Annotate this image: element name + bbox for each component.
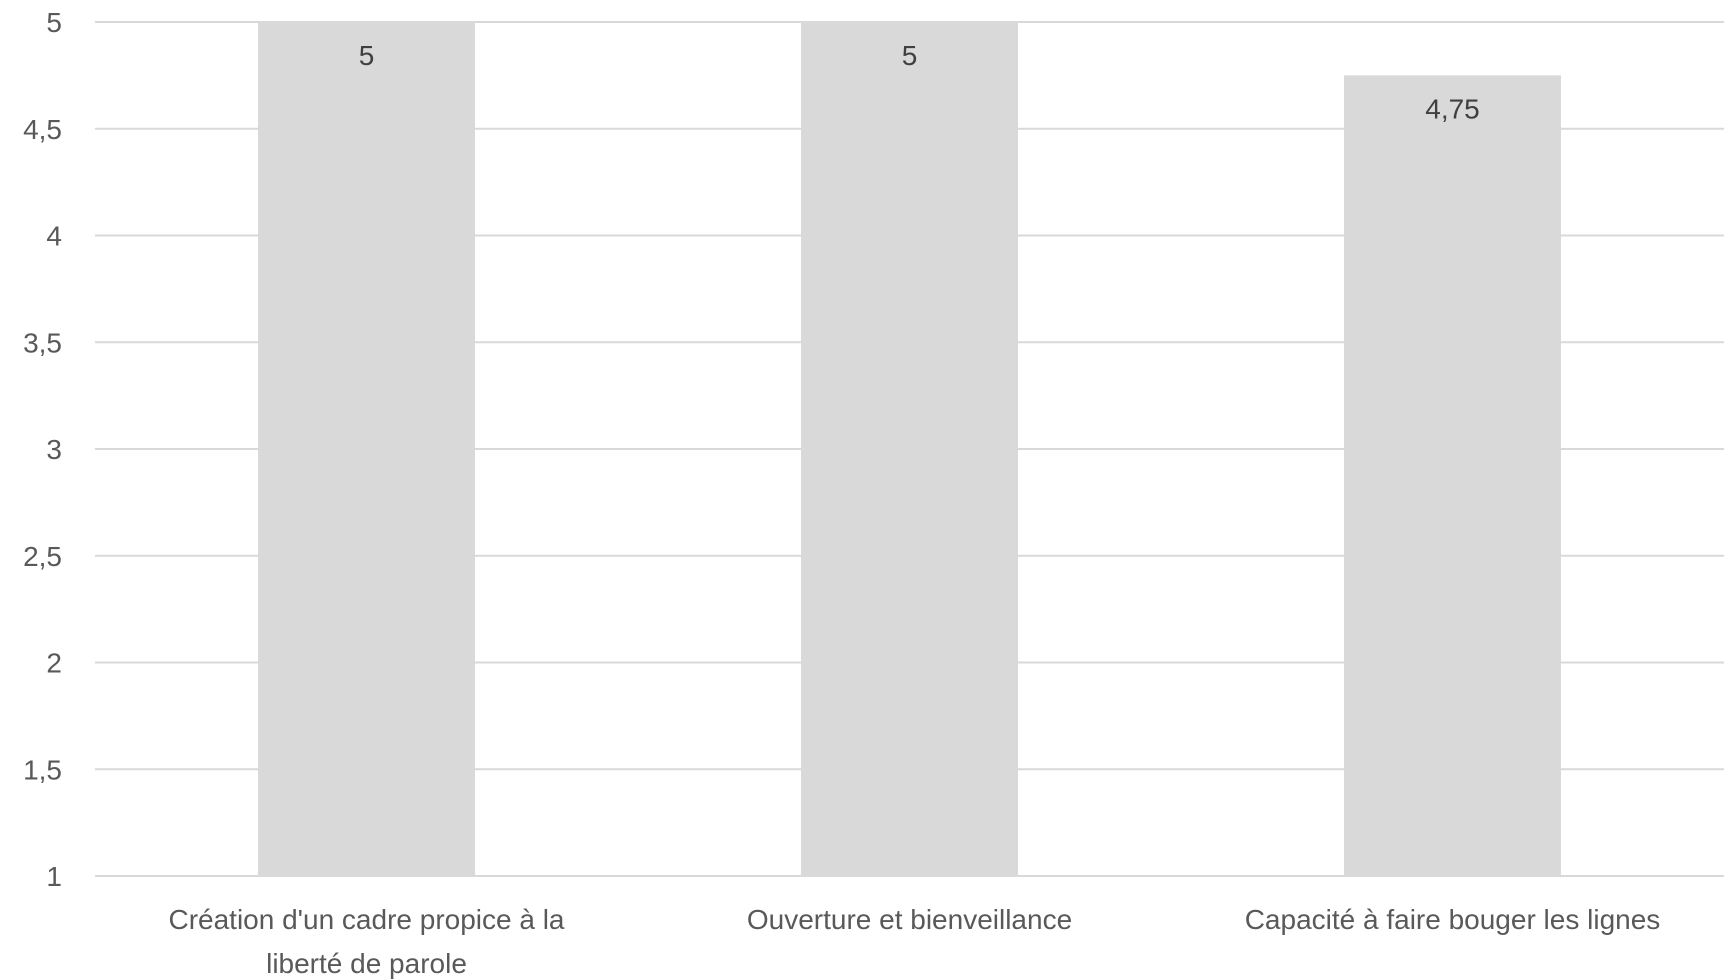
y-tick-label: 3,5: [23, 327, 62, 358]
x-category-label: Création d'un cadre propice à la liberté …: [168, 904, 564, 979]
data-labels: 5 54,75: [359, 40, 1480, 124]
x-category-label-line: Capacité à faire bouger les lignes: [1245, 904, 1661, 935]
y-tick-label: 2: [46, 648, 62, 679]
y-tick-label: 4,5: [23, 114, 62, 145]
data-label: 5: [359, 40, 375, 71]
bar: [801, 22, 1018, 876]
y-tick-label: 1: [46, 861, 62, 892]
x-category-label-line: liberté de parole: [266, 948, 467, 979]
data-label: 4,75: [1425, 93, 1480, 124]
y-axis-tick-labels: 1 1,5 2 2,5 3 3,5 4 4,5 5: [23, 7, 62, 892]
data-label: 5: [902, 40, 918, 71]
x-category-label-line: Ouverture et bienveillance: [747, 904, 1072, 935]
bar: [1344, 75, 1561, 876]
x-category-label: Capacité à faire bouger les lignes: [1245, 904, 1661, 935]
x-category-label-line: Création d'un cadre propice à la: [168, 904, 564, 935]
y-tick-label: 1,5: [23, 754, 62, 785]
y-tick-label: 2,5: [23, 541, 62, 572]
x-category-label: Ouverture et bienveillance: [747, 904, 1072, 935]
bars: [258, 22, 1561, 876]
y-tick-label: 4: [46, 221, 62, 252]
x-axis-category-labels: Création d'un cadre propice à la liberté …: [168, 904, 1660, 979]
y-tick-label: 5: [46, 7, 62, 38]
y-tick-label: 3: [46, 434, 62, 465]
bar: [258, 22, 475, 876]
